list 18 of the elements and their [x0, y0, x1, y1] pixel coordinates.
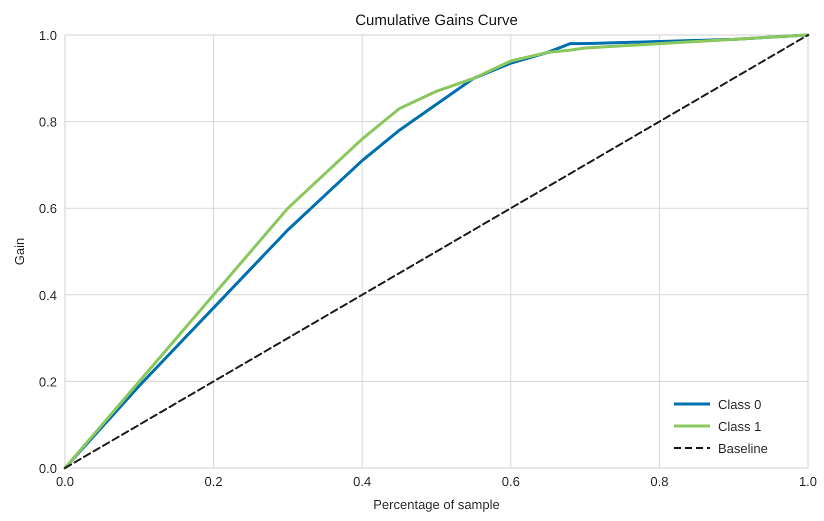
x-tick-label: 1.0	[798, 474, 818, 489]
chart-title: Cumulative Gains Curve	[355, 12, 518, 29]
y-tick-label: 0.4	[38, 288, 57, 303]
y-axis-title: Gain	[12, 238, 27, 266]
legend-label: Class 1	[718, 419, 762, 434]
y-tick-label: 0.6	[38, 201, 57, 216]
y-tick-label: 0.0	[38, 461, 57, 476]
x-tick-label: 0.6	[502, 474, 520, 489]
x-axis-title: Percentage of sample	[373, 497, 500, 512]
legend-label: Baseline	[718, 441, 768, 456]
y-tick-label: 0.2	[38, 374, 57, 390]
y-tick-label: 0.8	[38, 114, 57, 130]
x-tick-label: 0.0	[56, 474, 74, 489]
legend-label: Class 0	[718, 397, 762, 412]
x-tick-label: 0.4	[353, 474, 372, 489]
y-tick-label: 1.0	[38, 28, 57, 43]
x-tick-label: 0.8	[650, 474, 668, 489]
x-tick-label: 0.2	[204, 474, 223, 489]
